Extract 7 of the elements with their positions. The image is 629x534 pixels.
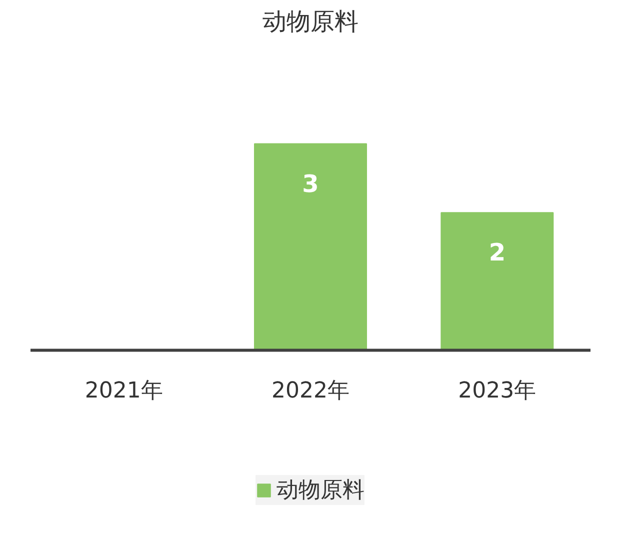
data-label: 3: [302, 170, 319, 198]
chart-title: 动物原料: [262, 8, 358, 36]
x-tick-label: 2023年: [458, 378, 536, 404]
legend-label: 动物原料: [276, 477, 364, 505]
x-tick-label: 2021年: [84, 378, 163, 404]
x-tick-label: 2022年: [272, 378, 350, 404]
data-label: 2: [488, 238, 506, 267]
